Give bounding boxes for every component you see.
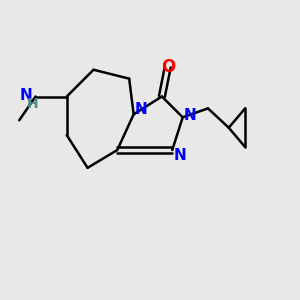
Text: N: N	[173, 148, 186, 164]
Text: N: N	[20, 88, 33, 103]
Text: H: H	[27, 97, 38, 111]
Text: N: N	[135, 102, 148, 117]
Text: N: N	[184, 108, 196, 123]
Text: O: O	[161, 58, 175, 76]
